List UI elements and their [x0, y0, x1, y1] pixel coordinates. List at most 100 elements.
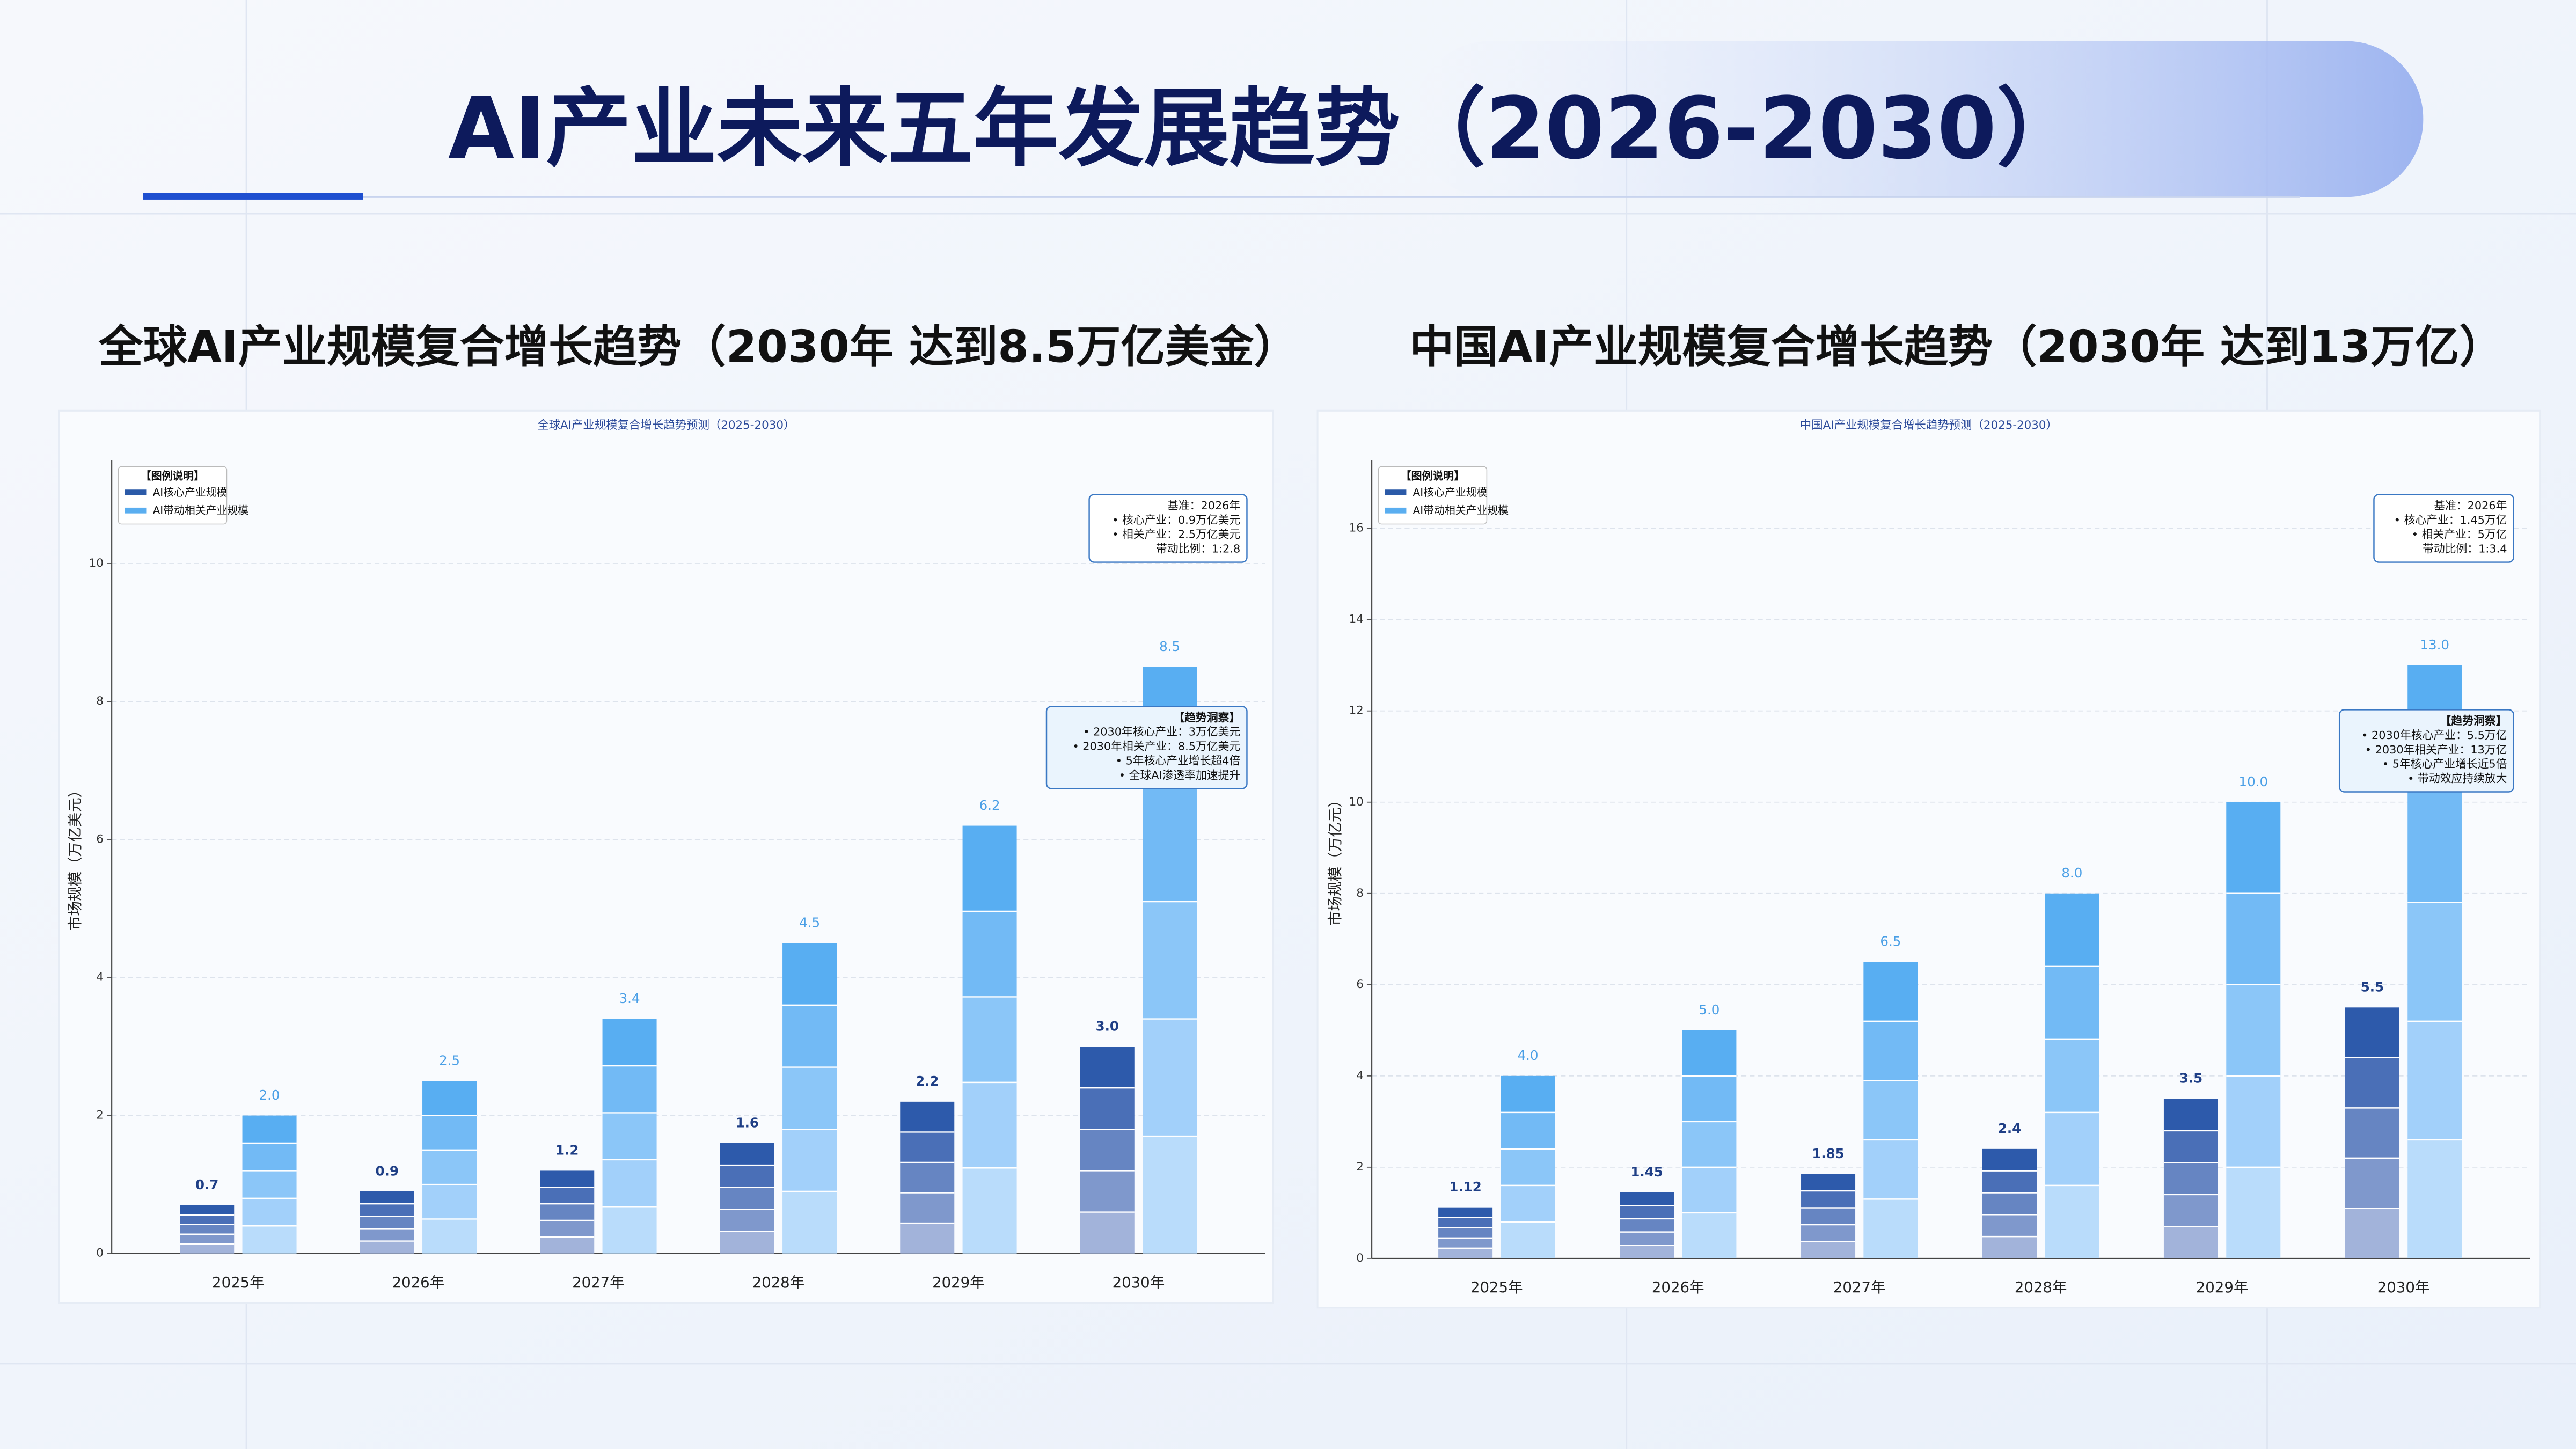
- legend-swatch: [125, 507, 147, 514]
- y-tick-label: 10: [89, 557, 104, 570]
- x-tick-label: 2026年: [1652, 1279, 1704, 1296]
- y-tick-label: 0: [96, 1247, 104, 1260]
- bar: [2163, 1099, 2218, 1258]
- legend-swatch: [1385, 489, 1407, 495]
- page-title: AI产业未来五年发展趋势（2026-2030）: [448, 78, 2082, 178]
- x-tick-label: 2027年: [1833, 1279, 1886, 1296]
- bar: [422, 1081, 477, 1254]
- data-label: 5.0: [1699, 1002, 1719, 1018]
- data-label: 2.5: [439, 1053, 460, 1069]
- data-label: 8.5: [1159, 639, 1180, 654]
- y-tick-label: 4: [1356, 1069, 1364, 1082]
- data-label: 3.0: [1096, 1018, 1119, 1034]
- y-tick-label: 8: [96, 694, 104, 708]
- y-tick-label: 2: [96, 1109, 104, 1122]
- section-title: 全球AI产业规模复合增长趋势（2030年 达到8.5万亿美金）: [98, 321, 1298, 372]
- annotation-text: • 带动效应持续放大: [2407, 772, 2507, 785]
- x-tick-label: 2028年: [752, 1274, 805, 1291]
- y-axis-label: 市场规模（万亿元）: [1327, 793, 1344, 926]
- x-tick-label: 2029年: [932, 1274, 985, 1291]
- annotation-text: • 核心产业：1.45万亿: [2394, 514, 2507, 526]
- data-label: 2.4: [1998, 1121, 2021, 1136]
- bar: [1438, 1207, 1493, 1258]
- y-tick-label: 6: [96, 832, 104, 846]
- y-tick-label: 10: [1349, 795, 1364, 809]
- annotation-text: • 5年核心产业增长近5倍: [2382, 758, 2507, 771]
- annotation-text: 带动比例：1:2.8: [1156, 543, 1240, 555]
- data-label: 1.6: [736, 1115, 759, 1130]
- y-tick-label: 14: [1349, 613, 1364, 626]
- x-tick-label: 2025年: [1470, 1279, 1523, 1296]
- bar: [2345, 1007, 2399, 1258]
- legend-title: 【图例说明】: [141, 470, 204, 482]
- bar: [1501, 1075, 1555, 1258]
- annotation-text: 【趋势洞察】: [2440, 714, 2507, 727]
- bar: [2045, 893, 2099, 1258]
- annotation-text: • 2030年相关产业：8.5万亿美元: [1072, 740, 1240, 753]
- data-label: 5.5: [2361, 979, 2384, 995]
- annotation-text: 基准：2026年: [2434, 499, 2507, 512]
- legend-swatch: [1385, 507, 1407, 514]
- data-label: 8.0: [2061, 865, 2082, 881]
- bar: [602, 1019, 657, 1254]
- data-label: 2.0: [259, 1087, 280, 1103]
- bar: [900, 1101, 955, 1254]
- annotation-text: • 2030年核心产业：3万亿美元: [1083, 726, 1240, 738]
- annotation-box: [1088, 494, 1248, 563]
- y-tick-label: 8: [1356, 887, 1364, 900]
- x-tick-label: 2025年: [212, 1274, 265, 1291]
- legend-swatch: [125, 489, 147, 495]
- annotation-text: 【趋势洞察】: [1173, 711, 1240, 724]
- y-axis-label: 市场规模（万亿美元）: [67, 783, 84, 931]
- y-tick-label: 2: [1356, 1160, 1364, 1174]
- bar: [1982, 1148, 2037, 1258]
- annotation-text: • 5年核心产业增长超4倍: [1116, 755, 1241, 767]
- annotation-text: • 相关产业：5万亿: [2412, 528, 2507, 541]
- data-label: 6.2: [979, 797, 1000, 813]
- annotation-text: • 全球AI渗透率加速提升: [1119, 769, 1240, 782]
- y-tick-label: 16: [1349, 522, 1364, 535]
- data-label: 3.5: [2179, 1071, 2202, 1086]
- data-label: 4.5: [799, 914, 820, 930]
- x-tick-label: 2027年: [572, 1274, 625, 1291]
- data-label: 10.0: [2239, 774, 2268, 789]
- x-tick-label: 2026年: [392, 1274, 445, 1291]
- chart-title: 中国AI产业规模复合增长趋势预测（2025-2030）: [1800, 419, 2058, 432]
- data-label: 6.5: [1880, 934, 1901, 949]
- data-label: 1.12: [1449, 1179, 1481, 1195]
- bar: [720, 1143, 774, 1254]
- data-label: 1.85: [1812, 1146, 1844, 1161]
- annotation-box: [2338, 709, 2514, 793]
- section-title: 中国AI产业规模复合增长趋势（2030年 达到13万亿）: [1410, 321, 2504, 372]
- title-accent: [143, 193, 363, 200]
- bar: [962, 825, 1017, 1254]
- data-label: 1.2: [555, 1143, 579, 1158]
- bar: [1863, 962, 1918, 1258]
- title-pill: [1413, 41, 2424, 197]
- x-tick-label: 2030年: [1113, 1274, 1165, 1291]
- legend-label: AI核心产业规模: [153, 486, 228, 499]
- x-tick-label: 2028年: [2015, 1279, 2067, 1296]
- data-label: 2.2: [916, 1073, 939, 1089]
- legend-label: AI核心产业规模: [1413, 486, 1488, 499]
- annotation-text: • 核心产业：0.9万亿美元: [1112, 514, 1240, 526]
- bar: [1801, 1174, 1856, 1258]
- annotation-text: • 2030年核心产业：5.5万亿: [2361, 729, 2507, 742]
- chart-title: 全球AI产业规模复合增长趋势预测（2025-2030）: [537, 419, 795, 432]
- bar: [1682, 1030, 1737, 1258]
- bar: [180, 1205, 235, 1254]
- data-label: 0.9: [376, 1163, 399, 1179]
- legend-label: AI带动相关产业规模: [1413, 504, 1509, 517]
- x-tick-label: 2030年: [2377, 1279, 2430, 1296]
- x-tick-label: 2029年: [2196, 1279, 2249, 1296]
- annotation-text: • 相关产业：2.5万亿美元: [1112, 528, 1240, 541]
- annotation-text: 带动比例：1:3.4: [2423, 543, 2507, 555]
- legend-label: AI带动相关产业规模: [153, 504, 249, 517]
- y-tick-label: 6: [1356, 978, 1364, 991]
- bar: [540, 1170, 595, 1254]
- legend-title: 【图例说明】: [1401, 470, 1465, 482]
- annotation-box: [2373, 494, 2514, 563]
- bar: [242, 1115, 297, 1254]
- bar: [1080, 1046, 1135, 1254]
- bar: [782, 943, 837, 1254]
